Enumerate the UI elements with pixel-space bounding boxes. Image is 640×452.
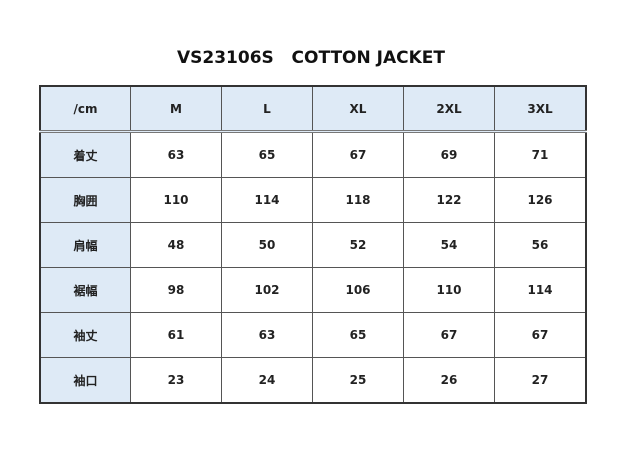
measurement-value: 67 xyxy=(403,312,495,358)
measurement-value: 24 xyxy=(221,357,313,404)
measurement-value: 126 xyxy=(494,177,587,223)
measurement-value: 114 xyxy=(494,267,587,313)
measurement-value: 106 xyxy=(312,267,404,313)
measurement-value: 102 xyxy=(221,267,313,313)
size-header: 2XL xyxy=(403,85,495,133)
size-header: M xyxy=(130,85,222,133)
measurement-value: 65 xyxy=(312,312,404,358)
measurement-value: 25 xyxy=(312,357,404,404)
measurement-value: 48 xyxy=(130,222,222,268)
header-row: /cm M L XL 2XL 3XL xyxy=(39,85,587,133)
table-row: 袖口 23 24 25 26 27 xyxy=(39,357,587,404)
measurement-value: 23 xyxy=(130,357,222,404)
size-header: L xyxy=(221,85,313,133)
measurement-value: 67 xyxy=(494,312,587,358)
measurement-value: 69 xyxy=(403,131,495,178)
table-row: 肩幅 48 50 52 54 56 xyxy=(39,222,587,268)
measurement-value: 52 xyxy=(312,222,404,268)
measurement-value: 54 xyxy=(403,222,495,268)
page-title: VS23106S COTTON JACKET xyxy=(177,48,445,68)
measurement-value: 61 xyxy=(130,312,222,358)
measurement-label: 袖丈 xyxy=(39,312,131,358)
table-row: 袖丈 61 63 65 67 67 xyxy=(39,312,587,358)
unit-header: /cm xyxy=(39,85,131,133)
table-row: 着丈 63 65 67 69 71 xyxy=(39,131,587,178)
measurement-value: 63 xyxy=(130,131,222,178)
size-header: XL xyxy=(312,85,404,133)
measurement-label: 裾幅 xyxy=(39,267,131,313)
table-row: 胸囲 110 114 118 122 126 xyxy=(39,177,587,223)
table-row: 裾幅 98 102 106 110 114 xyxy=(39,267,587,313)
measurement-value: 118 xyxy=(312,177,404,223)
measurement-value: 110 xyxy=(130,177,222,223)
size-header: 3XL xyxy=(494,85,587,133)
measurement-value: 26 xyxy=(403,357,495,404)
measurement-value: 27 xyxy=(494,357,587,404)
measurement-value: 63 xyxy=(221,312,313,358)
measurement-value: 110 xyxy=(403,267,495,313)
measurement-value: 67 xyxy=(312,131,404,178)
measurement-label: 肩幅 xyxy=(39,222,131,268)
measurement-label: 胸囲 xyxy=(39,177,131,223)
measurement-value: 122 xyxy=(403,177,495,223)
measurement-value: 50 xyxy=(221,222,313,268)
measurement-value: 65 xyxy=(221,131,313,178)
measurement-label: 袖口 xyxy=(39,357,131,404)
measurement-value: 98 xyxy=(130,267,222,313)
measurement-value: 114 xyxy=(221,177,313,223)
measurement-value: 56 xyxy=(494,222,587,268)
measurement-value: 71 xyxy=(494,131,587,178)
size-chart-table: /cm M L XL 2XL 3XL 着丈 63 65 67 69 71 胸囲 110 114 118 122 1… xyxy=(39,85,587,404)
measurement-label: 着丈 xyxy=(39,131,131,178)
